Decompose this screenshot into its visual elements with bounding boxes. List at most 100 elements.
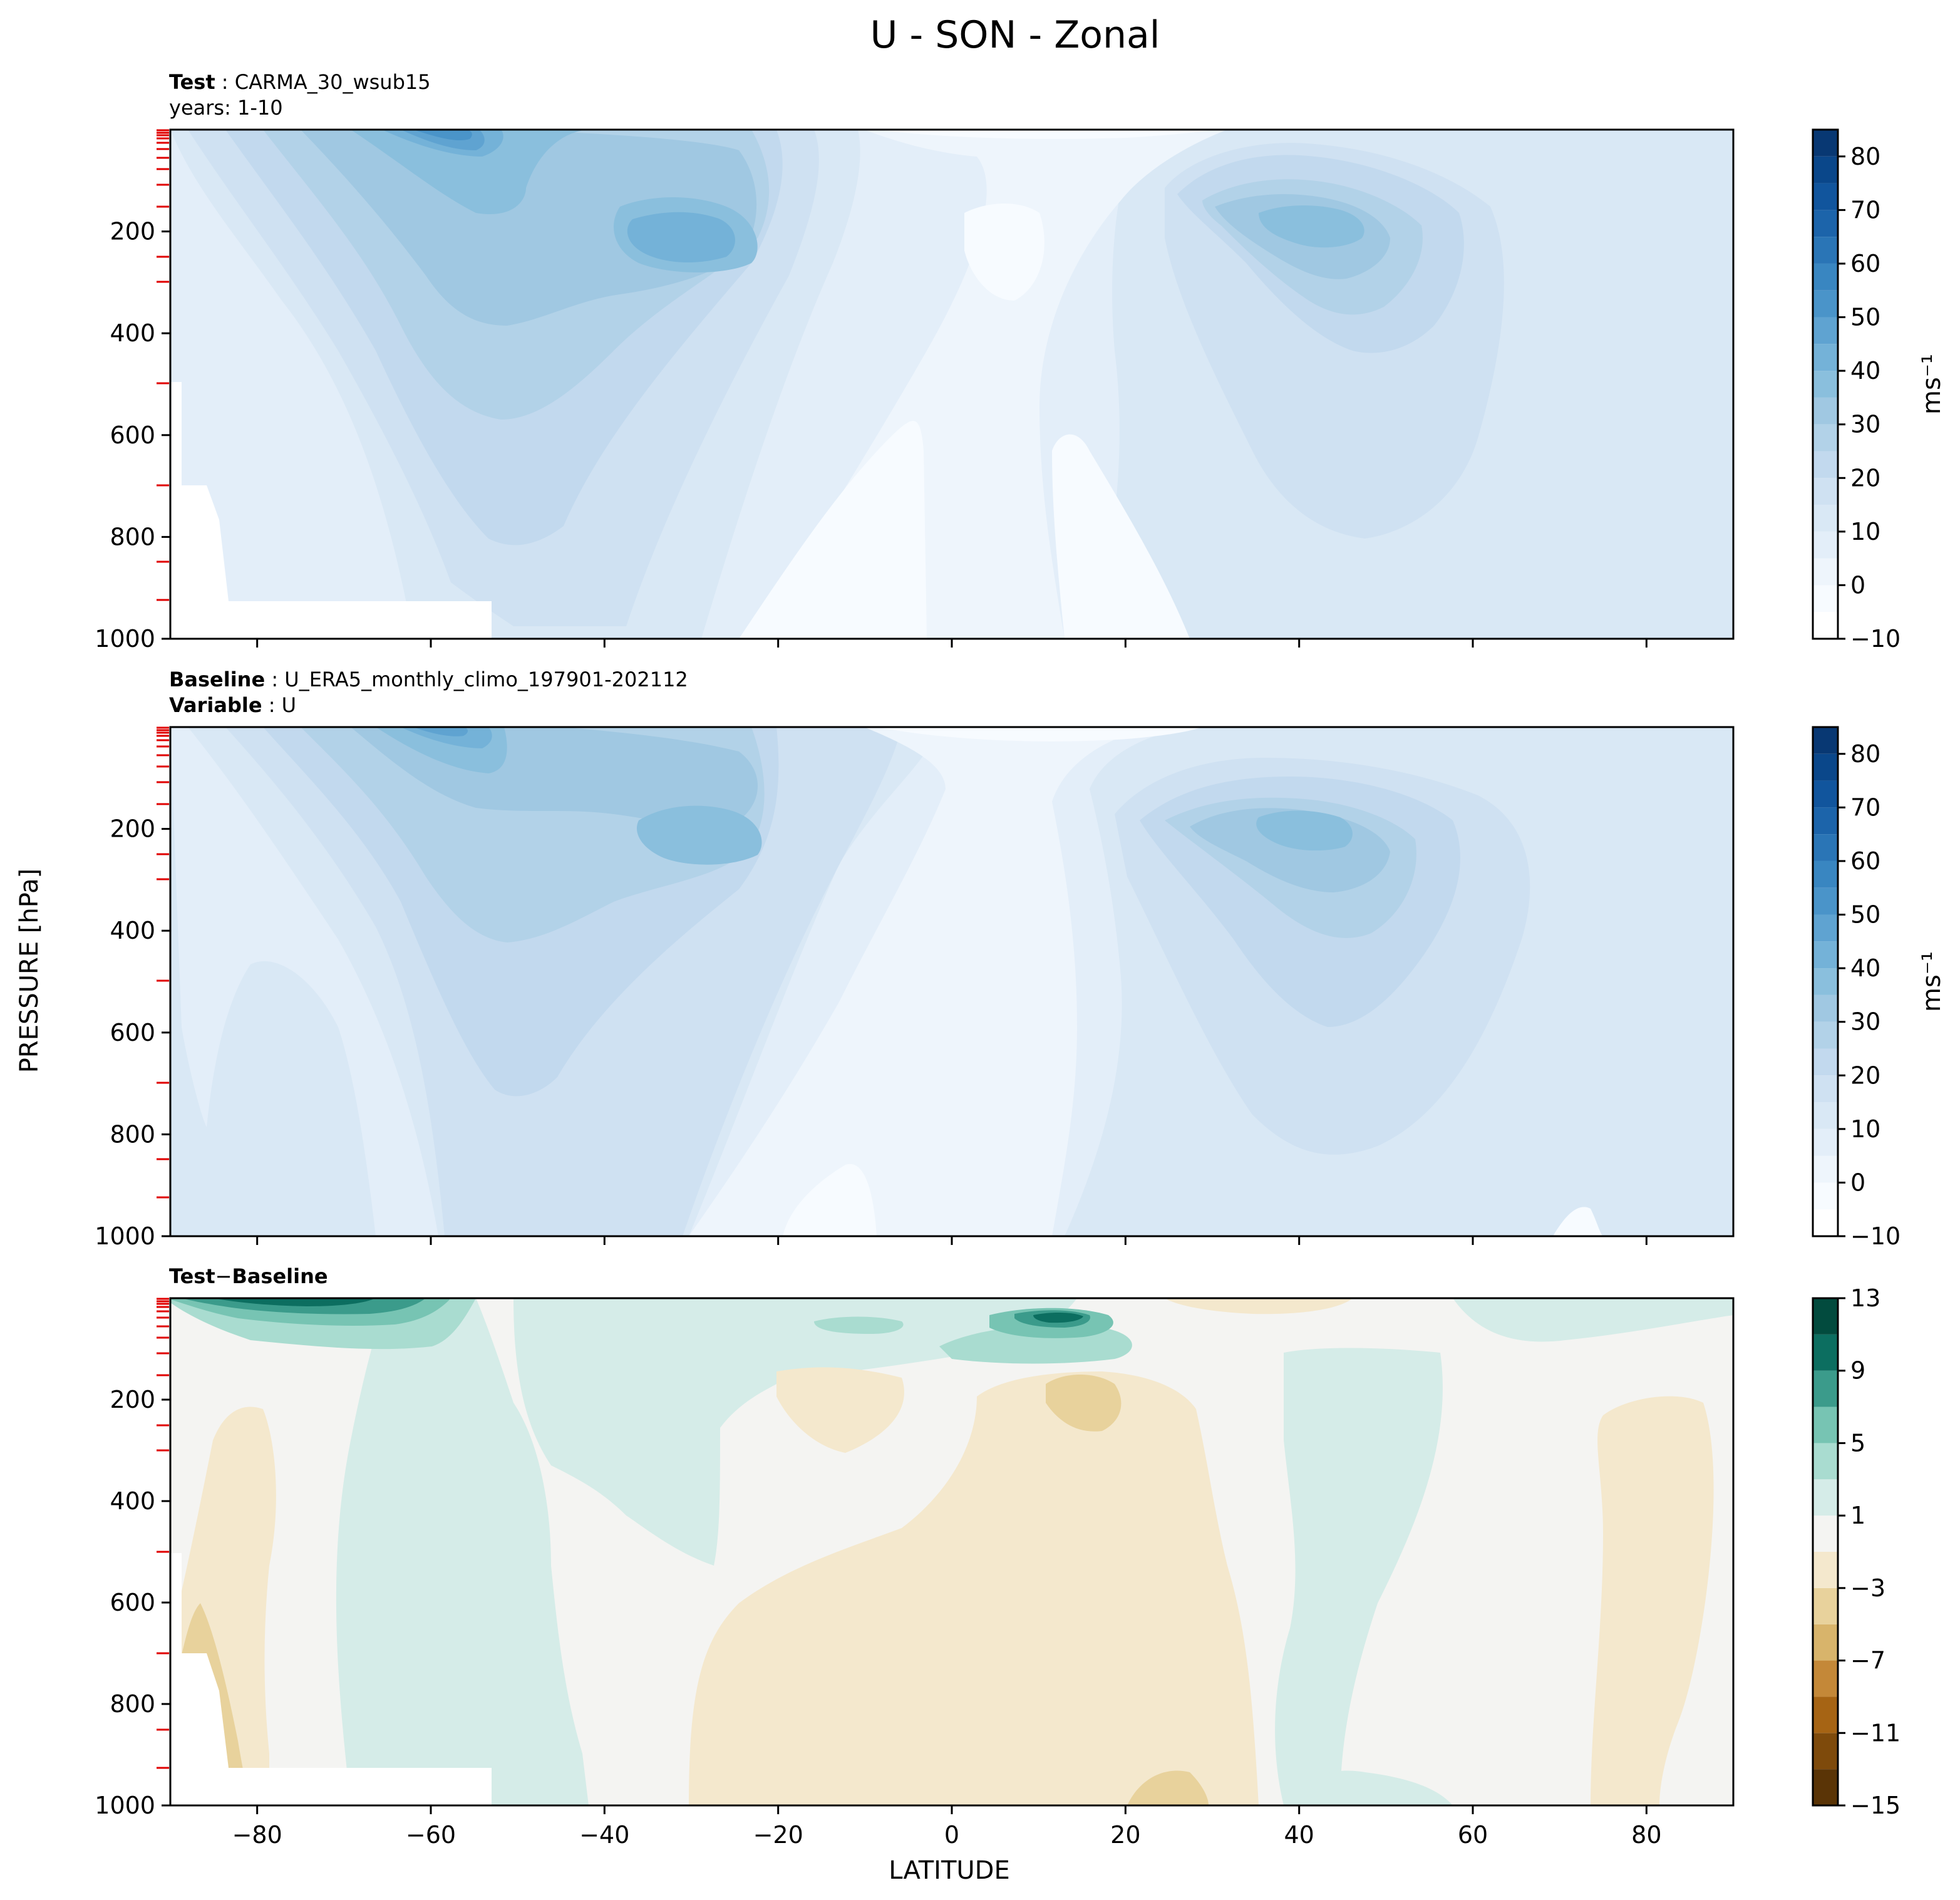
panel-diff-y-ticks: 200 400 600 800 1000 (95, 1386, 170, 1819)
colorbar-segment (1813, 1733, 1838, 1770)
colorbar-segment (1813, 451, 1838, 478)
colorbar-segment (1813, 478, 1838, 505)
panel-baseline-dataset: U_ERA5_monthly_climo_197901-202112 (284, 668, 688, 691)
panel-diff-header-minus: − (215, 1264, 232, 1288)
colorbar-segment (1813, 1407, 1838, 1443)
colorbar-segment (1813, 397, 1838, 425)
colorbar-test: −10 0 10 20 30 40 50 60 70 80 ms⁻¹ (1812, 128, 1946, 653)
colorbar-segment (1813, 1443, 1838, 1480)
colorbar-segment (1813, 1588, 1838, 1624)
colorbar-segment (1813, 941, 1838, 969)
colorbar-tick-label: 60 (1850, 847, 1880, 875)
panel-baseline-x-ticks (256, 1236, 1648, 1245)
panel-baseline-y-ticks: 200 400 600 800 1000 (95, 815, 170, 1250)
colorbar-tick-label: −15 (1850, 1792, 1901, 1819)
x-tick-label: 60 (1458, 1821, 1488, 1849)
x-tick-label: −20 (753, 1821, 803, 1849)
colorbar-segment (1813, 887, 1838, 915)
y-tick-label: 800 (110, 1120, 155, 1148)
colorbar-segment (1813, 1298, 1838, 1335)
colorbar-segment (1813, 1075, 1838, 1103)
colorbar-segment (1813, 1182, 1838, 1210)
colorbar-segment (1813, 371, 1838, 398)
colorbar-tick-label: 10 (1850, 518, 1880, 545)
panel-diff-red-ticks (157, 1298, 169, 1769)
y-tick-label: 800 (110, 523, 155, 550)
y-tick-label: 1000 (95, 1792, 155, 1819)
colorbar-segment (1813, 505, 1838, 532)
y-tick-label: 600 (110, 1589, 155, 1616)
x-tick-label: −60 (406, 1821, 456, 1849)
panel-baseline-header-label: Baseline (169, 668, 265, 691)
colorbar-segment (1813, 994, 1838, 1022)
x-tick-label: 20 (1110, 1821, 1140, 1849)
panel-test-years: years: 1-10 (169, 96, 283, 120)
y-tick-label: 1000 (95, 625, 155, 653)
colorbar-segment (1813, 753, 1838, 781)
colorbar-tick-label: 40 (1850, 357, 1880, 385)
colorbar-segment (1813, 1660, 1838, 1697)
colorbar-tick-label: 0 (1850, 571, 1865, 599)
colorbar-tick-label: 13 (1850, 1284, 1880, 1312)
colorbar-label: ms⁻¹ (1917, 354, 1946, 415)
colorbar-segment (1813, 558, 1838, 586)
colorbar-tick-label: 60 (1850, 250, 1880, 277)
colorbar-segment (1813, 914, 1838, 942)
panel-test-case-name: CARMA_30_wsub15 (235, 70, 431, 94)
y-tick-label: 200 (110, 218, 155, 245)
y-tick-label: 600 (110, 1019, 155, 1046)
colorbar-tick-label: 5 (1850, 1429, 1865, 1457)
colorbar-label: ms⁻¹ (1917, 951, 1946, 1012)
colorbar-tick-label: −7 (1850, 1647, 1885, 1675)
colorbar-segment (1813, 1021, 1838, 1049)
colorbar-segment (1813, 1334, 1838, 1371)
colorbar-segment (1813, 1552, 1838, 1588)
colorbar-segment (1813, 1102, 1838, 1129)
panel-test-red-ticks (157, 129, 169, 601)
colorbar-frame (1812, 1297, 1839, 1807)
colorbar-segment (1813, 183, 1838, 210)
colorbar-segment (1813, 612, 1838, 639)
colorbar-segment (1813, 860, 1838, 888)
panel-baseline-variable-value: U (282, 693, 296, 717)
colorbar-tick-label: 50 (1850, 901, 1880, 929)
colorbar-segment (1813, 317, 1838, 344)
y-axis-label: PRESSURE [hPa] (15, 869, 44, 1073)
panel-baseline-variable-label: Variable (169, 693, 262, 717)
colorbar-tick-label: 1 (1850, 1502, 1865, 1529)
colorbar-segment (1813, 968, 1838, 995)
panel-baseline-header: Baseline : U_ERA5_monthly_climo_197901-2… (169, 668, 688, 691)
colorbar-segment (1813, 1048, 1838, 1076)
colorbar-tick-label: 10 (1850, 1115, 1880, 1143)
colorbar-tick-label: 50 (1850, 304, 1880, 331)
panel-test-y-ticks: 200 400 600 800 1000 (95, 218, 170, 653)
colorbar-tick-label: 9 (1850, 1357, 1865, 1385)
colorbar-segment (1813, 585, 1838, 612)
colorbar-segment (1813, 290, 1838, 318)
colorbar-tick-label: 30 (1850, 411, 1880, 438)
colorbar-segment (1813, 1479, 1838, 1516)
y-tick-label: 400 (110, 917, 155, 944)
panel-test-header: Test : CARMA_30_wsub15 (169, 70, 431, 94)
colorbar-tick-label: 20 (1850, 464, 1880, 492)
colorbar-tick-label: 70 (1850, 196, 1880, 224)
panel-diff-header-test: Test (169, 1264, 215, 1288)
colorbar-segment (1813, 834, 1838, 861)
y-tick-label: 800 (110, 1690, 155, 1718)
colorbar-tick-label: −10 (1850, 1222, 1901, 1250)
x-tick-label: 80 (1631, 1821, 1661, 1849)
y-tick-label: 1000 (95, 1222, 155, 1250)
colorbar-tick-label: 20 (1850, 1061, 1880, 1089)
panel-diff-header: Test−Baseline (169, 1264, 328, 1288)
panel-baseline-contours (170, 727, 1733, 1236)
panel-diff-x-ticks: −80 −60 −40 −20 0 20 40 60 80 (232, 1805, 1662, 1849)
colorbar-segment (1813, 263, 1838, 291)
colorbar-diff: 13 9 5 1 −3 −7 −11 −15 (1812, 1284, 1901, 1819)
panel-test-header-label: Test (169, 70, 215, 94)
colorbar-tick-label: 0 (1850, 1169, 1865, 1196)
colorbar-tick-label: −10 (1850, 625, 1901, 653)
colorbar-segment (1813, 1515, 1838, 1552)
colorbar-baseline: −10 0 10 20 30 40 50 60 70 80 ms⁻¹ (1812, 726, 1946, 1250)
colorbar-segment (1813, 1769, 1838, 1805)
colorbar-segment (1813, 156, 1838, 183)
